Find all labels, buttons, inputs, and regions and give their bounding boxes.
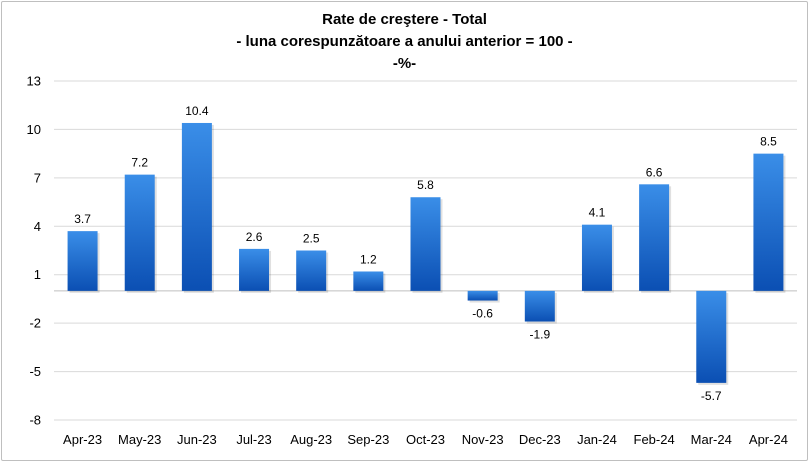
bar: [124, 174, 155, 291]
chart-unit-label: -%-: [392, 55, 417, 72]
data-label: -1.9: [529, 328, 550, 342]
x-tick-label: Apr-24: [749, 432, 788, 447]
bar: [524, 290, 555, 322]
x-tick-label: Feb-24: [634, 432, 675, 447]
y-tick-label: 4: [34, 219, 41, 234]
x-tick-label: Apr-23: [63, 432, 102, 447]
y-tick-label: -5: [29, 364, 41, 379]
data-label: 2.5: [303, 232, 320, 246]
bar: [753, 153, 784, 291]
x-tick-label: Jul-23: [236, 432, 271, 447]
data-label: 6.6: [646, 165, 663, 179]
data-label: 7.2: [131, 156, 148, 170]
x-tick-label: Jan-24: [577, 432, 617, 447]
x-axis-ticks: Apr-23 May-23 Jun-23 Jul-23 Aug-23 Sep-23 Oct-…: [63, 432, 788, 447]
x-tick-label: Oct-23: [406, 432, 445, 447]
y-tick-label: -2: [29, 316, 41, 331]
bar: [67, 231, 98, 291]
x-tick-label: Aug-23: [290, 432, 332, 447]
y-tick-label: 7: [34, 170, 41, 185]
chart-title: Rate de creştere - Total: [322, 11, 487, 28]
bar: [181, 122, 212, 291]
data-label: -0.6: [472, 307, 493, 321]
data-label: 3.7: [74, 212, 91, 226]
data-label: 5.8: [417, 178, 434, 192]
bar: [696, 290, 727, 383]
x-tick-label: Jun-23: [177, 432, 217, 447]
y-tick-label: 1: [34, 267, 41, 282]
data-label: 2.6: [246, 230, 263, 244]
bar: [410, 197, 441, 291]
data-label: 8.5: [760, 135, 777, 149]
y-tick-label: 10: [27, 122, 41, 137]
chart-subtitle: - luna corespunzătoare a anului anterior…: [236, 33, 573, 50]
x-tick-label: Nov-23: [462, 432, 504, 447]
data-label: 10.4: [185, 104, 209, 118]
data-labels: 3.7 7.2 10.4 2.6 2.5 1.2 5.8 -0.6 -1.9 4.1 6.6 -5.7…: [74, 104, 777, 403]
bar: [353, 271, 384, 291]
x-tick-label: May-23: [118, 432, 161, 447]
x-tick-label: Mar-24: [691, 432, 732, 447]
y-tick-label: -8: [29, 413, 41, 428]
bar: [467, 290, 498, 301]
x-tick-label: Sep-23: [347, 432, 389, 447]
bar: [581, 224, 612, 291]
bar: [639, 184, 670, 291]
data-label: -5.7: [701, 389, 722, 403]
bars: [67, 122, 786, 385]
bar: [296, 250, 327, 291]
x-tick-label: Dec-23: [519, 432, 561, 447]
data-label: 4.1: [589, 206, 606, 220]
y-tick-label: 13: [27, 74, 41, 89]
data-label: 1.2: [360, 252, 377, 266]
y-axis-ticks: 13 10 7 4 1 -2 -5 -8: [27, 74, 41, 428]
bar: [239, 248, 270, 291]
